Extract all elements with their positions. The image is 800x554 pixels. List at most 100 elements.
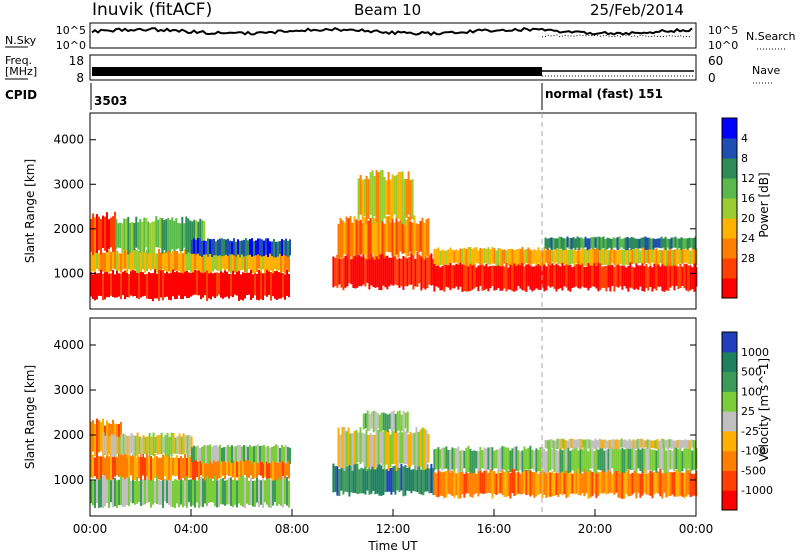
heatmap-cell	[266, 454, 268, 479]
heatmap-cell	[140, 252, 142, 272]
heatmap-cell	[228, 457, 230, 476]
heatmap-cell	[553, 250, 556, 264]
heatmap-cell	[597, 472, 600, 496]
heatmap-cell	[521, 450, 524, 473]
heatmap-cell	[507, 470, 510, 496]
heatmap-cell	[631, 266, 634, 289]
heatmap-cell	[96, 214, 98, 253]
heatmap-cell	[146, 436, 149, 453]
heatmap-cell	[234, 250, 236, 273]
heatmap-cell	[612, 237, 615, 248]
heatmap-cell	[567, 446, 570, 473]
heatmap-cell	[629, 262, 632, 288]
heatmap-cell	[493, 471, 496, 494]
heatmap-cell	[182, 433, 185, 455]
colorbar-swatch	[722, 278, 737, 299]
heatmap-cell	[439, 267, 442, 291]
heatmap-cell	[112, 456, 114, 480]
heatmap-cell	[114, 249, 116, 270]
heatmap-cell	[597, 262, 600, 292]
heatmap-cell	[453, 469, 456, 498]
heatmap-cell	[120, 455, 122, 476]
heatmap-cell	[365, 175, 368, 225]
heatmap-cell	[675, 469, 678, 497]
heatmap-cell	[206, 251, 208, 270]
heatmap-cell	[471, 248, 474, 266]
heatmap-cell	[467, 445, 470, 473]
heatmap-cell	[487, 472, 490, 493]
heatmap-cell	[132, 476, 134, 504]
heatmap-cell	[682, 440, 685, 448]
heatmap-cell	[577, 247, 580, 265]
heatmap-cell	[443, 263, 446, 292]
heatmap-cell	[206, 475, 208, 506]
heatmap-cell	[271, 241, 273, 257]
heatmap-cell	[164, 273, 166, 298]
heatmap-cell	[202, 269, 204, 298]
heatmap-cell	[368, 466, 371, 495]
heatmap-cell	[373, 175, 376, 217]
heatmap-cell	[174, 457, 176, 477]
heatmap-cell	[511, 448, 514, 469]
y-tick-label: 4000	[53, 338, 84, 352]
heatmap-cell	[250, 269, 252, 300]
heatmap-cell	[413, 215, 416, 256]
heatmap-cell	[190, 249, 192, 273]
heatmap-cell	[125, 218, 128, 251]
heatmap-cell	[599, 447, 602, 471]
x-tick-label: 00:00	[679, 522, 714, 536]
heatmap-cell	[453, 250, 456, 264]
heatmap-cell	[199, 218, 202, 254]
heatmap-cell	[270, 479, 272, 508]
heatmap-cell	[567, 250, 570, 266]
heatmap-cell	[375, 216, 378, 256]
heatmap-cell	[665, 262, 668, 291]
heatmap-cell	[615, 250, 618, 266]
heatmap-cell	[288, 249, 290, 272]
heatmap-cell	[92, 252, 94, 272]
heatmap-cell	[365, 429, 368, 471]
heatmap-cell	[285, 238, 287, 256]
heatmap-cell	[546, 440, 549, 449]
heatmap-cell	[161, 218, 164, 254]
heatmap-cell	[122, 476, 124, 507]
heatmap-cell	[619, 250, 622, 264]
heatmap-cell	[116, 250, 118, 271]
heatmap-cell	[597, 247, 600, 263]
heatmap-cell	[277, 241, 279, 257]
heatmap-cell	[156, 435, 159, 455]
heatmap-cell	[485, 248, 488, 264]
heatmap-cell	[626, 440, 629, 449]
y-tick-label: 3000	[53, 177, 84, 191]
colorbar-tick-label: 25	[741, 405, 755, 418]
heatmap-cell	[564, 238, 567, 251]
heatmap-cell	[663, 446, 666, 474]
heatmap-cell	[144, 479, 146, 505]
heatmap-cell	[428, 255, 431, 285]
heatmap-cell	[184, 478, 186, 507]
heatmap-cell	[153, 221, 156, 254]
heatmap-cell	[94, 423, 96, 456]
heatmap-cell	[583, 446, 586, 470]
heatmap-cell	[491, 247, 494, 264]
heatmap-cell	[266, 269, 268, 297]
heatmap-cell	[284, 274, 286, 300]
heatmap-cell	[555, 263, 558, 292]
heatmap-cell	[104, 457, 106, 476]
heatmap-cell	[493, 265, 496, 291]
heatmap-cell	[515, 472, 518, 496]
heatmap-cell	[451, 447, 454, 470]
heatmap-cell	[143, 217, 146, 253]
heatmap-cell	[611, 445, 614, 469]
heatmap-cell	[602, 439, 605, 448]
heatmap-cell	[236, 250, 238, 272]
heatmap-cell	[433, 248, 436, 264]
heatmap-cell	[122, 433, 125, 454]
colorbar-tick-label: -500	[741, 464, 766, 477]
heatmap-cell	[152, 250, 154, 269]
colorbar-tick-label: 12	[741, 172, 755, 185]
heatmap-cell	[158, 479, 160, 505]
heatmap-cell	[102, 215, 104, 249]
heatmap-cell	[224, 480, 226, 506]
